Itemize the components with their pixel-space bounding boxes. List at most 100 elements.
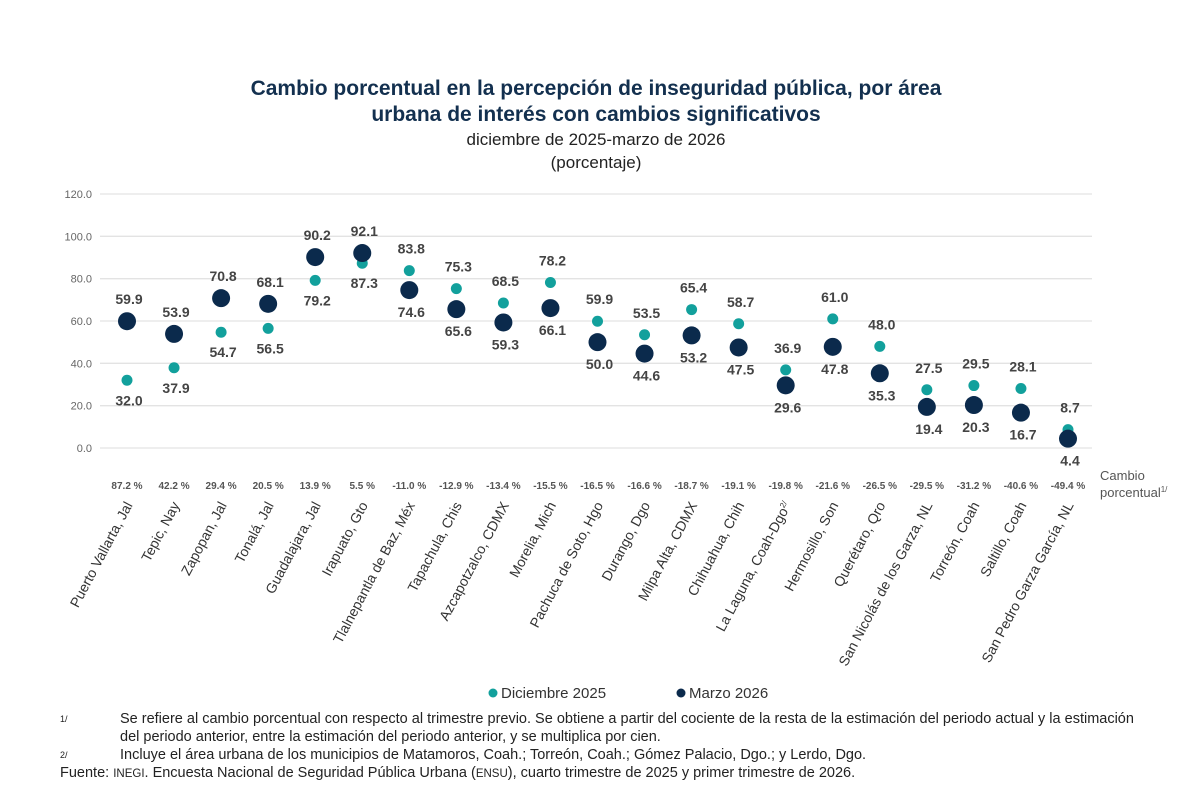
point-diciembre-2025	[309, 274, 321, 286]
data-label-marzo-2026: 50.0	[586, 356, 613, 372]
data-label-marzo-2026: 4.4	[1060, 453, 1080, 469]
change-label: -40.6 %	[1004, 481, 1039, 492]
legend-label-diciembre-2025: Diciembre 2025	[501, 685, 606, 702]
point-marzo-2026	[165, 324, 184, 343]
data-label-diciembre-2025: 83.8	[398, 241, 425, 257]
point-marzo-2026	[917, 397, 936, 416]
data-label-diciembre-2025: 29.5	[962, 356, 989, 372]
data-label-diciembre-2025: 54.7	[209, 344, 236, 360]
change-label: -31.2 %	[957, 481, 992, 492]
data-label-diciembre-2025: 61.0	[821, 289, 848, 305]
x-category-label: Tlalnepantla de Baz, Méx	[330, 499, 418, 646]
data-label-marzo-2026: 29.6	[774, 399, 801, 415]
point-marzo-2026	[118, 312, 136, 331]
point-marzo-2026	[494, 313, 513, 332]
change-label: 42.2 %	[158, 481, 189, 492]
x-category-label: San Pedro Garza García, NL	[978, 499, 1077, 665]
data-label-diciembre-2025: 32.0	[115, 392, 142, 408]
point-marzo-2026	[1059, 429, 1077, 448]
point-diciembre-2025	[733, 318, 745, 330]
change-label: 29.4 %	[206, 481, 237, 492]
point-marzo-2026	[870, 364, 889, 383]
change-label: -26.5 %	[863, 481, 898, 492]
x-category-label: Tepic, Nay	[138, 499, 183, 564]
footnote-mark: 1/	[60, 714, 68, 724]
point-marzo-2026	[447, 300, 466, 319]
data-label-marzo-2026: 68.1	[257, 274, 284, 290]
point-diciembre-2025	[592, 315, 603, 327]
point-marzo-2026	[541, 299, 560, 318]
footnotes: 1/Se refiere al cambio porcentual con re…	[60, 710, 1140, 783]
point-diciembre-2025	[215, 326, 227, 338]
data-label-marzo-2026: 92.1	[351, 223, 378, 239]
data-label-marzo-2026: 59.9	[115, 291, 142, 307]
point-marzo-2026	[400, 281, 419, 300]
data-label-diciembre-2025: 75.3	[445, 259, 472, 275]
data-label-diciembre-2025: 68.5	[492, 273, 519, 289]
point-diciembre-2025	[639, 329, 651, 341]
footnote-2: Incluye el área urbana de los municipios…	[120, 747, 867, 763]
point-diciembre-2025	[450, 283, 462, 295]
y-tick-label: 120.0	[64, 189, 92, 201]
change-label: -21.6 %	[816, 481, 851, 492]
x-category-label: San Nicolás de los Garza, NL	[835, 499, 935, 669]
point-marzo-2026	[1011, 403, 1030, 422]
data-label-diciembre-2025: 28.1	[1009, 359, 1036, 375]
data-label-marzo-2026: 47.5	[727, 361, 754, 377]
source-text: ), cuarto trimestre de 2025 y primer tri…	[507, 765, 856, 781]
legend-marker-marzo-2026	[676, 688, 686, 698]
data-label-diciembre-2025: 59.9	[586, 291, 613, 307]
x-category-label: Puerto Vallarta, Jal	[66, 499, 135, 610]
data-label-diciembre-2025: 56.5	[257, 340, 284, 356]
point-marzo-2026	[682, 326, 701, 345]
change-label: -19.8 %	[768, 481, 803, 492]
chart-title: Cambio porcentual en la percepción de in…	[0, 76, 1192, 128]
chart-subtitle: diciembre de 2025-marzo de 2026	[466, 130, 726, 149]
data-label-marzo-2026: 70.8	[209, 268, 236, 284]
point-diciembre-2025	[1015, 383, 1027, 395]
point-diciembre-2025	[121, 374, 133, 386]
data-label-diciembre-2025: 48.0	[868, 316, 895, 332]
point-diciembre-2025	[168, 362, 180, 374]
point-diciembre-2025	[874, 340, 886, 352]
data-label-diciembre-2025: 27.5	[915, 360, 942, 376]
data-label-marzo-2026: 74.6	[398, 304, 425, 320]
point-diciembre-2025	[497, 297, 509, 309]
data-label-marzo-2026: 19.4	[915, 421, 942, 437]
y-tick-label: 40.0	[71, 358, 92, 370]
title-line-1: Cambio porcentual en la percepción de in…	[250, 77, 942, 100]
change-label: -15.5 %	[533, 481, 568, 492]
footnote-mark: 2/	[60, 750, 68, 760]
data-label-diciembre-2025: 79.2	[304, 292, 331, 308]
change-label: 20.5 %	[253, 481, 284, 492]
point-marzo-2026	[823, 337, 842, 356]
change-label: -18.7 %	[674, 481, 709, 492]
title-line-2: urbana de interés con cambios significat…	[371, 103, 821, 126]
point-marzo-2026	[964, 396, 983, 415]
x-category-label: Durango, Dgo	[598, 499, 653, 584]
data-label-marzo-2026: 53.2	[680, 349, 707, 365]
change-axis-label: porcentual1/	[1100, 485, 1168, 500]
source: Fuente: INEGI. Encuesta Nacional de Segu…	[60, 764, 1140, 783]
data-label-diciembre-2025: 58.7	[727, 294, 754, 310]
data-label-diciembre-2025: 36.9	[774, 340, 801, 356]
data-label-marzo-2026: 47.8	[821, 361, 848, 377]
data-label-marzo-2026: 66.1	[539, 322, 566, 338]
source-abbr: ENSU	[475, 768, 508, 780]
x-category-label: Zapopan, Jal	[178, 499, 230, 578]
point-diciembre-2025	[827, 313, 839, 325]
x-category-label: Torreón, Coah	[927, 499, 983, 585]
point-marzo-2026	[729, 338, 748, 357]
point-marzo-2026	[259, 294, 278, 313]
change-label: -19.1 %	[721, 481, 756, 492]
data-label-diciembre-2025: 53.5	[633, 305, 660, 321]
y-tick-label: 0.0	[77, 443, 92, 455]
data-label-diciembre-2025: 8.7	[1060, 400, 1080, 416]
change-label: -49.4 %	[1051, 481, 1086, 492]
data-label-marzo-2026: 44.6	[633, 368, 660, 384]
point-diciembre-2025	[262, 322, 274, 334]
point-marzo-2026	[776, 376, 795, 395]
data-label-diciembre-2025: 78.2	[539, 252, 566, 268]
x-category-label: Morelia, Mich	[506, 499, 559, 580]
